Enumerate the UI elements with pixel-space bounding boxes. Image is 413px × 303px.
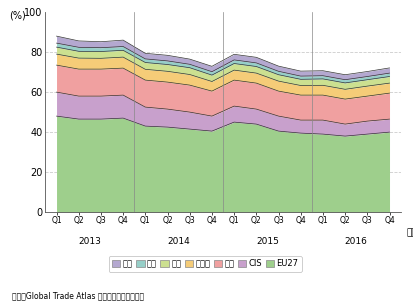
Text: 2013: 2013 bbox=[78, 237, 101, 246]
Legend: 日本, 韓国, 米国, トルコ, 中国, CIS, EU27: 日本, 韓国, 米国, トルコ, 中国, CIS, EU27 bbox=[109, 256, 302, 272]
Text: 2015: 2015 bbox=[256, 237, 279, 246]
Text: 資料：Global Trade Atlas から経済産業省作成。: 資料：Global Trade Atlas から経済産業省作成。 bbox=[12, 291, 145, 300]
Text: （年期）: （年期） bbox=[406, 229, 413, 238]
Y-axis label: (%): (%) bbox=[9, 10, 25, 20]
Text: 2014: 2014 bbox=[167, 237, 190, 246]
Text: 2016: 2016 bbox=[345, 237, 368, 246]
